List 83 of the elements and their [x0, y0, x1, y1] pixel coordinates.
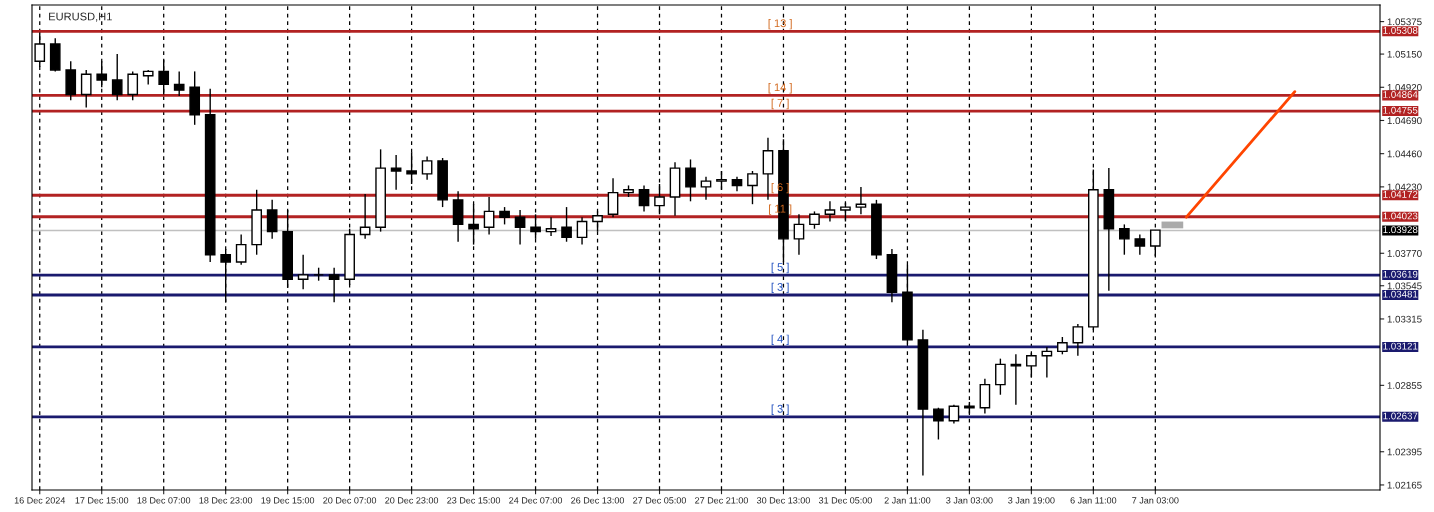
x-tick-label: 26 Dec 13:00 [571, 497, 625, 504]
x-tick-label: 2 Jan 11:00 [884, 497, 931, 504]
ref-line-label: 1.03121 [1383, 342, 1418, 350]
y-tick-label: 1.04230 [1387, 183, 1422, 191]
candlestick [933, 407, 944, 441]
ref-line-label: 1.04864 [1383, 91, 1418, 98]
candlestick [173, 70, 185, 97]
annotation: [ 14 ] [768, 83, 792, 94]
candlestick [1119, 223, 1130, 256]
candlestick [576, 216, 588, 246]
y-tick-label: 1.05150 [1387, 50, 1422, 58]
x-tick-label: 23 Dec 15:00 [447, 497, 501, 504]
candlestick [483, 196, 495, 236]
y-tick-label: 1.02855 [1387, 382, 1422, 389]
candlestick [545, 216, 557, 237]
candlestick [80, 69, 92, 109]
candlestick [297, 254, 309, 291]
candlestick [127, 70, 139, 101]
x-tick-label: 27 Dec 05:00 [633, 497, 687, 504]
candlestick [111, 53, 123, 101]
candlestick [700, 176, 712, 201]
annotation: [ 4 ] [771, 334, 789, 346]
x-tick-label: 24 Dec 07:00 [509, 497, 563, 504]
candlestick [158, 59, 170, 96]
y-tick-label: 1.02165 [1387, 481, 1422, 489]
candlestick [235, 233, 247, 266]
x-tick-label: 20 Dec 07:00 [323, 497, 377, 504]
y-tick-label: 1.04920 [1387, 84, 1422, 91]
candlestick [638, 184, 650, 213]
ref-line-label: 1.02637 [1383, 412, 1418, 420]
candlestick [855, 186, 867, 215]
x-tick-label: 17 Dec 15:00 [75, 497, 129, 504]
x-tick-label: 19 Dec 15:00 [261, 497, 315, 504]
x-tick-label: 27 Dec 21:00 [695, 497, 748, 504]
ref-line-label: 1.04172 [1383, 190, 1418, 198]
y-tick-label: 1.03545 [1387, 282, 1422, 290]
annotation: [ 7 ] [771, 98, 789, 110]
candlestick [1010, 353, 1022, 406]
ref-line-label: 1.05308 [1383, 27, 1418, 34]
candlestick [824, 200, 836, 223]
candlestick [685, 158, 696, 203]
candlestick [607, 177, 619, 218]
candlestick [390, 154, 402, 191]
ref-line-label: 1.04023 [1383, 212, 1418, 220]
candlestick [1134, 233, 1146, 256]
annotation: [ 3 ] [771, 404, 789, 415]
y-tick-label: 1.05375 [1387, 18, 1422, 26]
x-tick-label: 16 Dec 2024 [14, 497, 66, 504]
candlestick [1072, 323, 1084, 357]
x-tick-label: 18 Dec 23:00 [199, 497, 253, 504]
x-tick-label: 31 Dec 05:00 [818, 497, 872, 504]
x-tick-label: 20 Dec 23:00 [385, 497, 439, 504]
x-tick-label: 6 Jan 11:00 [1070, 497, 1117, 504]
y-tick-label: 1.03770 [1387, 250, 1422, 257]
x-tick-label: 30 Dec 13:00 [756, 497, 810, 504]
candlestick [421, 155, 433, 181]
x-tick-label: 3 Jan 19:00 [1008, 497, 1055, 504]
candlestick [747, 170, 758, 205]
y-tick-label: 1.03315 [1387, 315, 1422, 323]
candlestick [979, 378, 991, 415]
ref-line-label: 1.03619 [1383, 270, 1418, 278]
y-tick-label: 1.04690 [1387, 117, 1422, 125]
candlestick [328, 267, 340, 304]
candlestick [793, 213, 805, 256]
y-tick-label: 1.04460 [1387, 150, 1422, 158]
ref-line-label: 1.04755 [1383, 106, 1418, 114]
annotation: [ 5 ] [771, 262, 789, 274]
x-tick-label: 7 Jan 03:00 [1132, 497, 1179, 504]
candlestick [561, 206, 572, 243]
candlestick [266, 199, 278, 240]
ref-line-label: 1.03928 [1383, 226, 1418, 234]
y-tick-label: 1.02395 [1387, 448, 1422, 456]
candlestick [762, 137, 774, 201]
candlestick [995, 357, 1006, 396]
candlestick [220, 248, 232, 304]
x-tick-label: 18 Dec 07:00 [137, 497, 191, 504]
candlestick [514, 209, 526, 246]
x-tick-label: 3 Jan 03:00 [946, 497, 993, 504]
annotation: [ 3 ] [771, 282, 789, 294]
candlestick [948, 404, 960, 425]
annotation: [ 13 ] [768, 18, 792, 30]
text: EURUSD,H1 [49, 12, 112, 22]
ref-line-label: 1.03481 [1383, 290, 1418, 298]
